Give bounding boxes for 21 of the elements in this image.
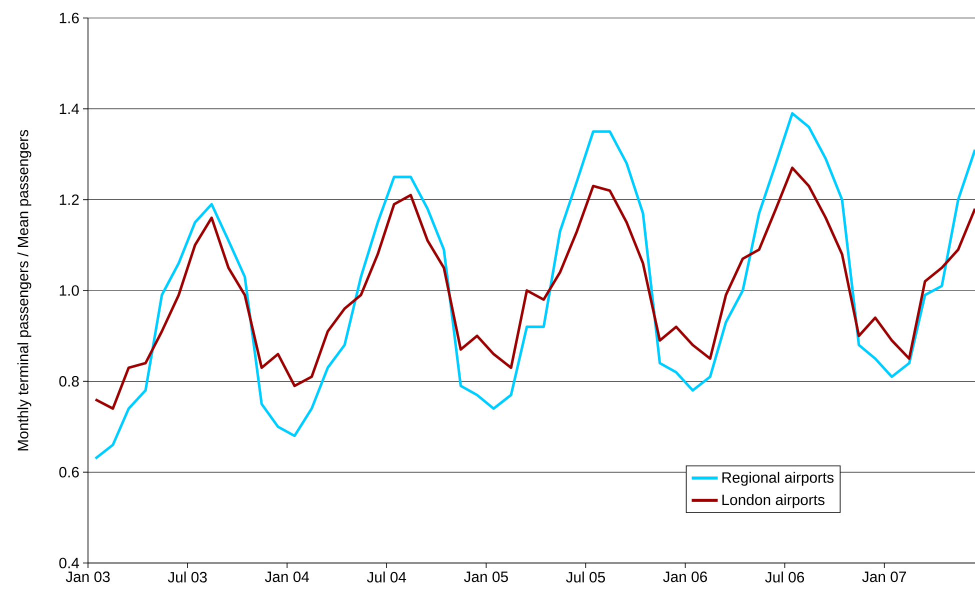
legend-label: Regional airports <box>722 472 834 486</box>
y-tick-label: 1.2 <box>60 194 79 205</box>
x-tick-label: Jul 03 <box>168 572 207 582</box>
x-tick-label: Jul 05 <box>566 572 605 582</box>
x-tick-label: Jul 04 <box>366 572 406 582</box>
x-tick-label: Jul 06 <box>765 572 804 582</box>
y-axis-title: Monthly terminal passengers / Mean passengers <box>17 130 32 450</box>
x-tick-label: Jan 05 <box>464 572 508 582</box>
x-tick-label: Jan 07 <box>862 572 906 582</box>
y-tick-label: 1.4 <box>60 104 80 114</box>
x-tick-label: Jan 04 <box>264 572 310 582</box>
y-tick-label: 1.0 <box>60 285 79 296</box>
y-tick-label: 0.4 <box>59 558 80 568</box>
x-tick-label: Jan 06 <box>663 572 707 582</box>
line-series <box>94 112 975 460</box>
line-series <box>94 166 975 410</box>
legend-label: London airports <box>722 494 824 508</box>
y-tick-label: 0.8 <box>59 376 79 387</box>
y-tick-label: 0.6 <box>59 466 79 478</box>
y-tick-label: 1.6 <box>60 12 79 24</box>
x-tick-label: Jan 03 <box>66 572 110 582</box>
